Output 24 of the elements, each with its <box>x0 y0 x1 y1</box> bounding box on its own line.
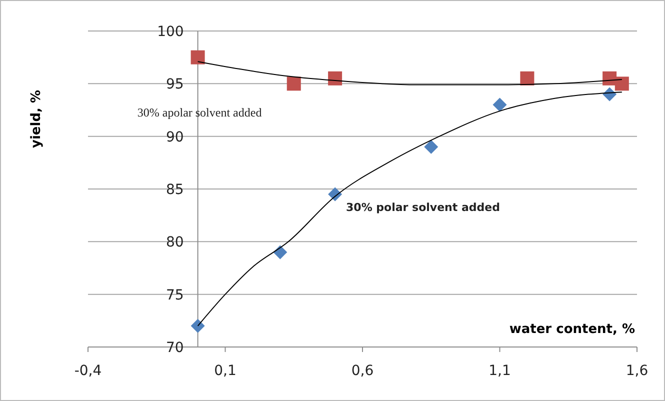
y-tick-label: 90 <box>166 129 184 146</box>
point <box>328 71 342 86</box>
point <box>424 140 438 154</box>
point <box>614 76 629 91</box>
point <box>492 98 507 112</box>
x-axis-title: water content, % <box>509 322 635 337</box>
annotation: 30% polar solvent added <box>346 201 500 214</box>
y-tick-label: 75 <box>166 287 184 304</box>
y-tick-label: 80 <box>166 234 184 251</box>
y-axis-title: yield, % <box>29 90 44 148</box>
x-tick-label: -0,4 <box>74 363 102 379</box>
x-tick-label: 1,1 <box>488 363 511 379</box>
x-tick-label: 0,6 <box>351 363 374 379</box>
y-tick-label: 70 <box>166 340 184 356</box>
x-tick-label: 0,1 <box>214 363 236 379</box>
x-tick-label: 1,6 <box>626 363 648 379</box>
y-tick-label: 85 <box>166 182 184 198</box>
point <box>520 71 534 86</box>
point <box>286 76 301 91</box>
point <box>190 318 205 333</box>
y-tick-label: 95 <box>166 76 184 93</box>
y-tick-label: 100 <box>157 24 184 40</box>
annotation: 30% apolar solvent added <box>137 105 262 120</box>
point <box>190 50 205 64</box>
